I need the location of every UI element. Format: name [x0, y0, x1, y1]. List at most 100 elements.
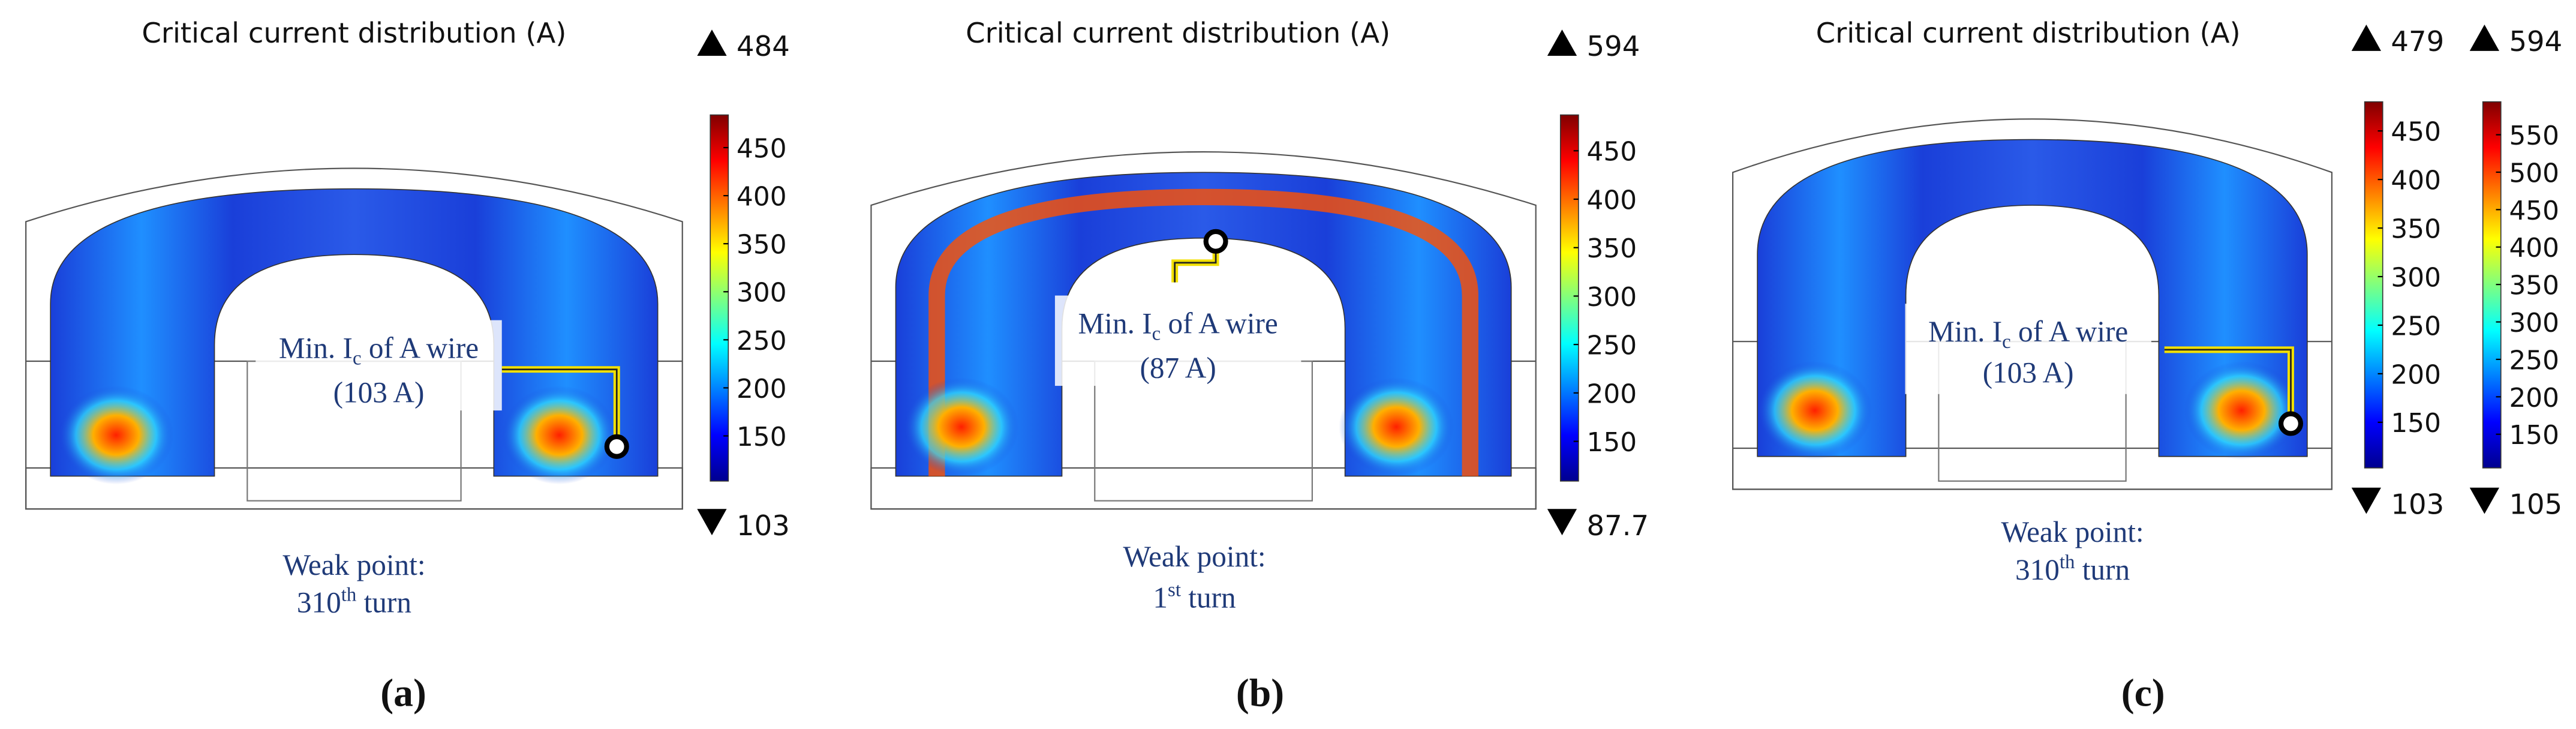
- colorbar-tick-label: 250: [737, 326, 787, 356]
- colorbar-tick-label: 400: [1587, 185, 1637, 215]
- max-value: 594: [2509, 25, 2562, 58]
- marker-dot: [604, 434, 629, 459]
- weak-point-suffix: th: [2060, 551, 2075, 573]
- colorbar: [1559, 114, 1579, 482]
- colorbar-tick-label: 150: [1587, 427, 1637, 458]
- panel: Critical current distribution (A) 450 400 3…: [25, 17, 790, 715]
- coil: [50, 188, 659, 477]
- colorbar-tick-label: 150: [2509, 420, 2559, 451]
- min-triangle: [2469, 487, 2500, 514]
- colorbar: [2364, 101, 2383, 469]
- colorbar-tick-label: 400: [2391, 166, 2441, 196]
- annotation-backdrop: [1054, 295, 1301, 386]
- weak-point-title: Weak point:: [2001, 515, 2144, 548]
- annotation-backdrop: [256, 320, 502, 411]
- hot-spot: [501, 386, 617, 485]
- annotation-value: (87 A): [1140, 351, 1216, 384]
- panel-label: (a): [380, 671, 426, 715]
- coil: [1757, 139, 2308, 457]
- weak-point-ordinal: 1: [1153, 581, 1168, 614]
- hot-spot: [2184, 361, 2300, 460]
- max-value: 479: [2391, 25, 2444, 58]
- colorbar-tick-label: 200: [2509, 383, 2559, 413]
- annotation-rest: of A wire: [2011, 315, 2129, 348]
- colorbar-tick-label: 450: [2509, 196, 2559, 226]
- min-triangle: [2351, 487, 2381, 514]
- colorbar-tick-label: 150: [737, 422, 787, 452]
- max-triangle: [2351, 25, 2381, 51]
- min-triangle: [1547, 509, 1577, 536]
- annotation-value: (103 A): [1983, 356, 2074, 389]
- weak-point-title: Weak point:: [1123, 540, 1266, 573]
- colorbar-tick-label: 300: [1587, 282, 1637, 313]
- weak-point-rest: turn: [1181, 581, 1236, 614]
- annotation-backdrop: [1905, 304, 2151, 394]
- colorbar-tick-label: 450: [2391, 117, 2441, 148]
- colorbar-tick-label: 350: [2509, 271, 2559, 301]
- weak-point-turn: 310th turn: [2015, 551, 2130, 586]
- base-plate: [25, 467, 683, 510]
- annotation-rest: of A wire: [1161, 307, 1278, 340]
- annotation-main: Min. I: [279, 332, 353, 365]
- min-value: 105: [2509, 488, 2562, 521]
- max-triangle: [2469, 25, 2500, 51]
- panel-label: (c): [2121, 671, 2165, 715]
- marker-dot: [1203, 229, 1228, 254]
- weak-point-rest: turn: [356, 586, 411, 619]
- weak-point-turn: 310th turn: [297, 584, 411, 619]
- colorbar-tick-label: 300: [737, 278, 787, 308]
- hot-band: [928, 188, 1478, 476]
- colorbar-tick-label: 300: [2391, 262, 2441, 293]
- colorbar-tick-label: 350: [2391, 214, 2441, 245]
- colorbar-tick-label: 200: [2391, 359, 2441, 390]
- max-value: 594: [1587, 30, 1640, 62]
- max-triangle: [697, 29, 727, 56]
- hot-spot: [1339, 377, 1454, 476]
- weak-point-title: Weak point:: [282, 548, 425, 581]
- min-value: 103: [737, 509, 790, 542]
- hot-spot: [58, 386, 174, 485]
- weak-point-rest: turn: [2075, 553, 2130, 586]
- weak-point-ordinal: 310: [297, 586, 341, 619]
- min-triangle: [697, 509, 727, 536]
- colorbar-tick-label: 450: [737, 133, 787, 164]
- base-plate: [870, 467, 1537, 510]
- weak-point-suffix: th: [341, 584, 357, 606]
- colorbar-tick-label: 250: [2391, 311, 2441, 341]
- arrow-core: [2164, 349, 2292, 424]
- min-value: 103: [2391, 488, 2444, 521]
- annotation-line: Min. Ic of A wire: [279, 332, 479, 370]
- panel-label: (b): [1236, 671, 1284, 715]
- annotation-main: Min. I: [1078, 307, 1152, 340]
- hot-spot: [904, 377, 1019, 476]
- colorbar-tick-label: 300: [2509, 308, 2559, 338]
- panel-title: Critical current distribution (A): [966, 17, 1390, 49]
- colorbar: [710, 114, 729, 482]
- panel: Critical current distribution (A) 450 400 3…: [870, 17, 1649, 715]
- colorbar-tick-label: 250: [2509, 345, 2559, 376]
- colorbar-tick-label: 350: [1587, 233, 1637, 264]
- annotation-line: Min. Ic of A wire: [1928, 315, 2128, 353]
- annotation-sub: c: [2002, 331, 2011, 353]
- annotation-main: Min. I: [1928, 315, 2002, 348]
- panel: Critical current distribution (A) 450 400 3…: [1732, 17, 2562, 715]
- marker-dot: [2278, 411, 2304, 436]
- annotation-rest: of A wire: [362, 332, 479, 365]
- min-value: 87.7: [1587, 509, 1649, 542]
- panel-title: Critical current distribution (A): [1816, 17, 2241, 49]
- colorbar-tick-label: 250: [1587, 331, 1637, 361]
- colorbar-tick-label: 200: [1587, 379, 1637, 409]
- colorbar-tick-label: 450: [1587, 137, 1637, 167]
- colorbar-tick-label: 150: [2391, 408, 2441, 439]
- annotation-line: Min. Ic of A wire: [1078, 307, 1278, 345]
- colorbar-tick-label: 500: [2509, 158, 2559, 188]
- annotation-value: (103 A): [333, 376, 425, 409]
- max-value: 484: [737, 30, 790, 62]
- colorbar-tick-label: 550: [2509, 121, 2559, 151]
- panel-title: Critical current distribution (A): [142, 17, 566, 49]
- colorbar-tick-label: 400: [2509, 233, 2559, 263]
- colorbar-tick-label: 350: [737, 230, 787, 260]
- weak-point-turn: 1st turn: [1153, 579, 1236, 614]
- annotation-sub: c: [1152, 323, 1161, 344]
- hot-spot: [1757, 361, 1872, 460]
